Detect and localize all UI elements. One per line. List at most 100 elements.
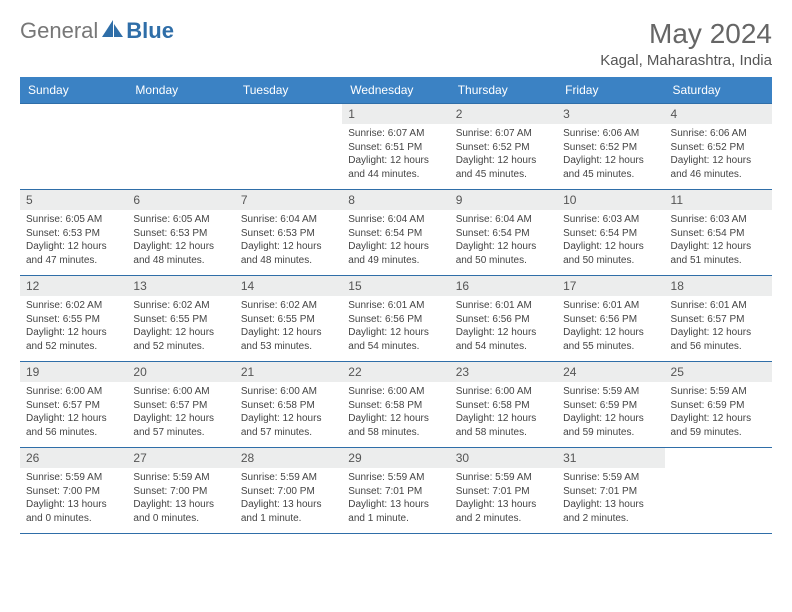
daylight-text: Daylight: 12 hours and 47 minutes. xyxy=(26,240,121,267)
daylight-text: Daylight: 13 hours and 1 minute. xyxy=(348,498,443,525)
sunrise-text: Sunrise: 6:07 AM xyxy=(456,127,551,141)
sunrise-text: Sunrise: 6:00 AM xyxy=(456,385,551,399)
day-number: 18 xyxy=(665,276,772,296)
sunset-text: Sunset: 6:51 PM xyxy=(348,141,443,155)
sunrise-text: Sunrise: 6:01 AM xyxy=(456,299,551,313)
day-cell: 18Sunrise: 6:01 AMSunset: 6:57 PMDayligh… xyxy=(665,276,772,362)
daylight-text: Daylight: 12 hours and 56 minutes. xyxy=(671,326,766,353)
sunrise-text: Sunrise: 5:59 AM xyxy=(671,385,766,399)
day-number: 31 xyxy=(557,448,664,468)
day-info: Sunrise: 6:04 AMSunset: 6:54 PMDaylight:… xyxy=(450,210,557,271)
logo-text-blue: Blue xyxy=(126,18,174,44)
day-cell: 23Sunrise: 6:00 AMSunset: 6:58 PMDayligh… xyxy=(450,362,557,448)
day-info: Sunrise: 6:04 AMSunset: 6:54 PMDaylight:… xyxy=(342,210,449,271)
day-info: Sunrise: 6:06 AMSunset: 6:52 PMDaylight:… xyxy=(557,124,664,185)
daylight-text: Daylight: 12 hours and 44 minutes. xyxy=(348,154,443,181)
day-number: 6 xyxy=(127,190,234,210)
sunset-text: Sunset: 6:53 PM xyxy=(133,227,228,241)
day-info: Sunrise: 6:01 AMSunset: 6:56 PMDaylight:… xyxy=(342,296,449,357)
day-number: 24 xyxy=(557,362,664,382)
day-info: Sunrise: 6:01 AMSunset: 6:56 PMDaylight:… xyxy=(450,296,557,357)
sunset-text: Sunset: 6:53 PM xyxy=(26,227,121,241)
location: Kagal, Maharashtra, India xyxy=(600,52,772,69)
day-info: Sunrise: 6:00 AMSunset: 6:57 PMDaylight:… xyxy=(20,382,127,443)
daylight-text: Daylight: 12 hours and 59 minutes. xyxy=(671,412,766,439)
sunset-text: Sunset: 6:59 PM xyxy=(671,399,766,413)
sunset-text: Sunset: 7:00 PM xyxy=(133,485,228,499)
daylight-text: Daylight: 12 hours and 46 minutes. xyxy=(671,154,766,181)
day-number: 2 xyxy=(450,104,557,124)
sunrise-text: Sunrise: 5:59 AM xyxy=(133,471,228,485)
sunrise-text: Sunrise: 6:02 AM xyxy=(133,299,228,313)
daylight-text: Daylight: 12 hours and 57 minutes. xyxy=(133,412,228,439)
sunset-text: Sunset: 6:56 PM xyxy=(563,313,658,327)
logo-sail-icon xyxy=(102,20,124,43)
daylight-text: Daylight: 13 hours and 0 minutes. xyxy=(133,498,228,525)
daylight-text: Daylight: 13 hours and 1 minute. xyxy=(241,498,336,525)
daylight-text: Daylight: 12 hours and 45 minutes. xyxy=(563,154,658,181)
day-number: 22 xyxy=(342,362,449,382)
day-cell: 8Sunrise: 6:04 AMSunset: 6:54 PMDaylight… xyxy=(342,190,449,276)
day-header: Friday xyxy=(557,77,664,104)
sunset-text: Sunset: 6:59 PM xyxy=(563,399,658,413)
day-info: Sunrise: 6:02 AMSunset: 6:55 PMDaylight:… xyxy=(20,296,127,357)
day-cell xyxy=(20,104,127,190)
daylight-text: Daylight: 12 hours and 54 minutes. xyxy=(456,326,551,353)
sunrise-text: Sunrise: 5:59 AM xyxy=(348,471,443,485)
sunset-text: Sunset: 6:52 PM xyxy=(456,141,551,155)
sunset-text: Sunset: 7:01 PM xyxy=(563,485,658,499)
day-header: Thursday xyxy=(450,77,557,104)
sunset-text: Sunset: 6:54 PM xyxy=(671,227,766,241)
week-row: 5Sunrise: 6:05 AMSunset: 6:53 PMDaylight… xyxy=(20,190,772,276)
day-number: 4 xyxy=(665,104,772,124)
day-number xyxy=(20,104,127,110)
header: General Blue May 2024 Kagal, Maharashtra… xyxy=(20,18,772,69)
day-number xyxy=(665,448,772,454)
daylight-text: Daylight: 12 hours and 48 minutes. xyxy=(133,240,228,267)
sunrise-text: Sunrise: 6:06 AM xyxy=(563,127,658,141)
daylight-text: Daylight: 12 hours and 54 minutes. xyxy=(348,326,443,353)
daylight-text: Daylight: 12 hours and 52 minutes. xyxy=(26,326,121,353)
day-cell: 4Sunrise: 6:06 AMSunset: 6:52 PMDaylight… xyxy=(665,104,772,190)
day-number: 27 xyxy=(127,448,234,468)
day-number: 17 xyxy=(557,276,664,296)
sunrise-text: Sunrise: 6:00 AM xyxy=(26,385,121,399)
day-cell: 14Sunrise: 6:02 AMSunset: 6:55 PMDayligh… xyxy=(235,276,342,362)
day-info: Sunrise: 6:05 AMSunset: 6:53 PMDaylight:… xyxy=(127,210,234,271)
day-info: Sunrise: 6:00 AMSunset: 6:58 PMDaylight:… xyxy=(342,382,449,443)
sunrise-text: Sunrise: 6:03 AM xyxy=(671,213,766,227)
day-cell: 17Sunrise: 6:01 AMSunset: 6:56 PMDayligh… xyxy=(557,276,664,362)
day-info: Sunrise: 6:01 AMSunset: 6:56 PMDaylight:… xyxy=(557,296,664,357)
day-header-row: SundayMondayTuesdayWednesdayThursdayFrid… xyxy=(20,77,772,104)
day-cell: 1Sunrise: 6:07 AMSunset: 6:51 PMDaylight… xyxy=(342,104,449,190)
day-cell xyxy=(235,104,342,190)
day-cell: 15Sunrise: 6:01 AMSunset: 6:56 PMDayligh… xyxy=(342,276,449,362)
day-info: Sunrise: 5:59 AMSunset: 7:00 PMDaylight:… xyxy=(20,468,127,529)
day-number: 23 xyxy=(450,362,557,382)
sunset-text: Sunset: 6:57 PM xyxy=(133,399,228,413)
daylight-text: Daylight: 12 hours and 57 minutes. xyxy=(241,412,336,439)
sunrise-text: Sunrise: 6:02 AM xyxy=(26,299,121,313)
day-number: 15 xyxy=(342,276,449,296)
sunrise-text: Sunrise: 6:04 AM xyxy=(348,213,443,227)
week-row: 19Sunrise: 6:00 AMSunset: 6:57 PMDayligh… xyxy=(20,362,772,448)
week-row: 26Sunrise: 5:59 AMSunset: 7:00 PMDayligh… xyxy=(20,448,772,534)
sunrise-text: Sunrise: 6:05 AM xyxy=(26,213,121,227)
sunset-text: Sunset: 6:55 PM xyxy=(133,313,228,327)
daylight-text: Daylight: 12 hours and 48 minutes. xyxy=(241,240,336,267)
sunset-text: Sunset: 6:52 PM xyxy=(671,141,766,155)
sunrise-text: Sunrise: 5:59 AM xyxy=(456,471,551,485)
day-number: 16 xyxy=(450,276,557,296)
sunset-text: Sunset: 6:53 PM xyxy=(241,227,336,241)
day-info: Sunrise: 6:00 AMSunset: 6:57 PMDaylight:… xyxy=(127,382,234,443)
day-number: 9 xyxy=(450,190,557,210)
sunrise-text: Sunrise: 6:00 AM xyxy=(348,385,443,399)
daylight-text: Daylight: 13 hours and 2 minutes. xyxy=(563,498,658,525)
sunrise-text: Sunrise: 5:59 AM xyxy=(26,471,121,485)
day-info: Sunrise: 5:59 AMSunset: 7:01 PMDaylight:… xyxy=(450,468,557,529)
day-cell: 16Sunrise: 6:01 AMSunset: 6:56 PMDayligh… xyxy=(450,276,557,362)
day-number: 7 xyxy=(235,190,342,210)
day-cell: 3Sunrise: 6:06 AMSunset: 6:52 PMDaylight… xyxy=(557,104,664,190)
sunrise-text: Sunrise: 5:59 AM xyxy=(563,385,658,399)
day-cell: 24Sunrise: 5:59 AMSunset: 6:59 PMDayligh… xyxy=(557,362,664,448)
